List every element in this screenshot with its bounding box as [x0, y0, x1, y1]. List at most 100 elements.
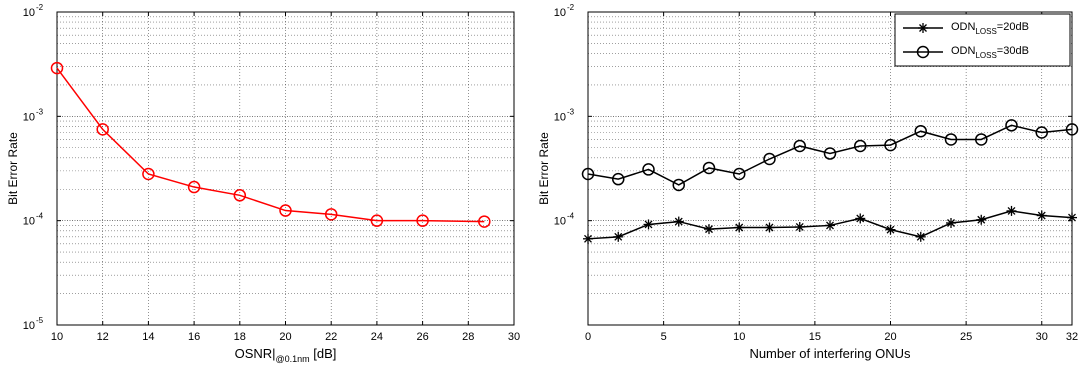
- y-tick-base: 10: [23, 111, 35, 123]
- x-tick-label: 30: [508, 331, 520, 343]
- legend-label: ODNLOSS=20dB: [951, 21, 1029, 36]
- y-axis-label: Bit Error Rate: [6, 132, 20, 205]
- x-tick-label: 5: [661, 331, 667, 343]
- y-tick-label: 10 -2: [554, 3, 575, 19]
- data-point: [763, 152, 776, 166]
- star-stroke: [886, 225, 895, 234]
- x-tick-label: 0: [585, 331, 591, 343]
- legend-label-sub: LOSS: [975, 51, 996, 60]
- x-tick-label: 10: [733, 331, 745, 343]
- series-1: [50, 61, 491, 228]
- star-stroke: [765, 223, 774, 232]
- star-stroke: [584, 234, 592, 243]
- y-tick-label: 10 -5: [23, 316, 44, 332]
- data-point: [915, 231, 926, 242]
- data-point: [279, 204, 292, 217]
- data-point: [187, 180, 201, 194]
- series-1: [583, 205, 1077, 244]
- data-point: [975, 133, 988, 146]
- data-point: [976, 214, 987, 225]
- star-stroke: [919, 24, 927, 32]
- data-point: [885, 224, 896, 235]
- y-tick-base: 10: [23, 7, 35, 19]
- x-tick-label: 12: [97, 331, 109, 343]
- data-point: [823, 147, 837, 160]
- star-stroke: [826, 221, 834, 230]
- star-stroke: [674, 217, 683, 226]
- y-tick-label: 10 -4: [23, 212, 44, 228]
- data-point: [914, 124, 927, 138]
- y-tick-label: 10 -2: [23, 3, 44, 19]
- legend: ODNLOSS=20dB ODNLOSS=30dB: [894, 13, 1071, 67]
- x-tick-label: 20: [884, 331, 896, 343]
- x-tick-label: 16: [188, 331, 200, 343]
- series-line: [587, 124, 1073, 186]
- data-point: [581, 167, 595, 181]
- star-stroke: [1037, 211, 1046, 220]
- y-tick-exp: -3: [567, 107, 575, 116]
- x-axis-label-main: Number of interfering ONUs: [749, 346, 911, 361]
- x-tick-label: 30: [1036, 331, 1048, 343]
- data-point: [1006, 205, 1017, 216]
- data-point: [233, 189, 247, 202]
- data-point: [918, 23, 928, 33]
- data-point: [642, 163, 655, 176]
- y-axis-label: Bit Error Rate: [537, 132, 551, 205]
- y-tick-base: 10: [554, 7, 566, 19]
- data-point: [916, 45, 930, 59]
- data-point: [1036, 210, 1047, 221]
- star-stroke: [795, 223, 804, 231]
- data-point: [583, 233, 593, 244]
- star-stroke: [614, 232, 623, 241]
- star-stroke: [705, 225, 713, 234]
- y-tick-base: 10: [23, 216, 35, 228]
- legend-label-suffix: =30dB: [997, 45, 1029, 57]
- x-tick-label: 18: [234, 331, 246, 343]
- y-tick-base: 10: [554, 111, 566, 123]
- data-point: [1065, 123, 1079, 136]
- x-tick-label: 24: [371, 331, 383, 343]
- star-stroke: [916, 232, 925, 241]
- star-stroke: [644, 220, 653, 229]
- legend-label: ODNLOSS=30dB: [951, 45, 1029, 60]
- data-point: [734, 222, 745, 233]
- legend-entry: ODNLOSS=30dB: [903, 45, 1029, 60]
- data-point: [643, 219, 654, 230]
- x-tick-label: 15: [809, 331, 821, 343]
- star-stroke: [735, 223, 744, 232]
- y-tick-exp: -4: [36, 212, 44, 221]
- data-point: [855, 213, 866, 224]
- series-2: [581, 119, 1079, 192]
- data-point: [944, 133, 958, 146]
- star-stroke: [1068, 213, 1076, 222]
- data-point: [96, 123, 109, 136]
- star-stroke: [856, 214, 865, 223]
- y-tick-exp: -2: [36, 3, 44, 12]
- y-tick-base: 10: [554, 216, 566, 228]
- y-tick-label: 10 -4: [554, 212, 575, 228]
- data-point: [946, 217, 956, 228]
- x-tick-label: 20: [279, 331, 291, 343]
- data-point: [1035, 126, 1048, 139]
- data-point: [702, 161, 716, 175]
- data-point: [1067, 212, 1077, 223]
- data-point: [764, 222, 775, 233]
- data-point: [416, 214, 429, 227]
- data-point: [733, 167, 746, 181]
- y-tick-exp: -2: [567, 3, 575, 12]
- data-point: [884, 138, 897, 152]
- legend-label-sub: LOSS: [975, 27, 996, 36]
- legend-label-suffix: =20dB: [997, 21, 1029, 33]
- x-tick-label: 25: [960, 331, 972, 343]
- star-stroke: [1007, 206, 1016, 215]
- data-point: [324, 208, 338, 221]
- y-tick-exp: -4: [567, 212, 575, 221]
- data-point: [672, 178, 685, 192]
- x-tick-label: 10: [51, 331, 63, 343]
- data-point: [142, 167, 155, 181]
- x-axis-label-sub: @0.1nm: [276, 354, 310, 364]
- data-point: [854, 139, 867, 153]
- data-point: [613, 231, 624, 242]
- x-tick-label: 26: [416, 331, 428, 343]
